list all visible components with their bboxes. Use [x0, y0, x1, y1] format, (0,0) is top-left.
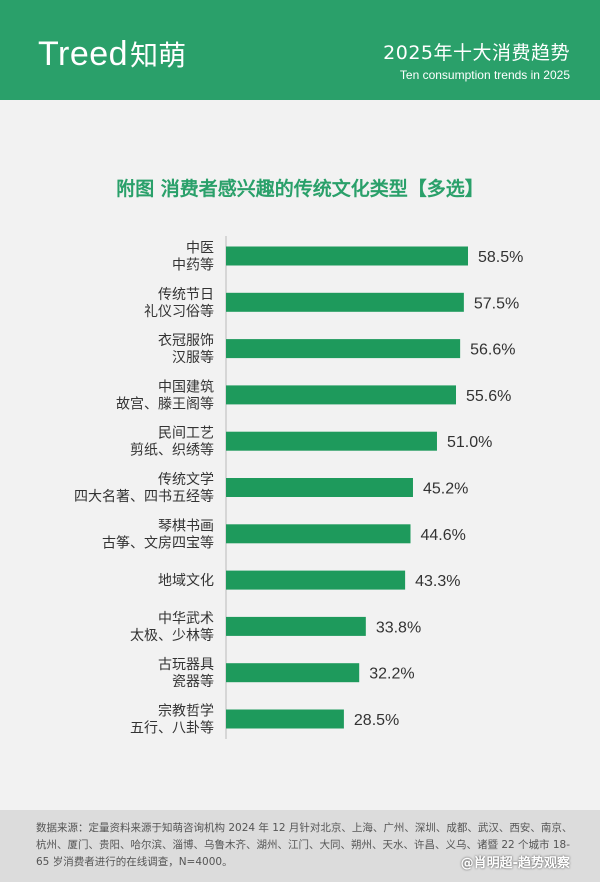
category-label-7-0: 地域文化 [158, 573, 214, 589]
category-label-4-0: 民间工艺 [158, 426, 214, 442]
author-signature: @肖明超-趋势观察 [460, 856, 570, 871]
value-label-7: 43.3% [415, 573, 460, 590]
category-label-0-0: 中医 [186, 241, 214, 257]
value-label-5: 45.2% [423, 481, 468, 498]
data-source-note: 数据来源：定量资料来源于知萌咨询机构 2024 年 12 月针对北京、上海、广州… [36, 822, 573, 868]
category-label-10-0: 宗教哲学 [158, 704, 214, 720]
value-label-6: 44.6% [420, 527, 465, 544]
value-label-8: 33.8% [376, 619, 421, 636]
category-label-1-1: 礼仪习俗等 [144, 303, 214, 320]
category-label-3-1: 故宫、滕王阁等 [116, 395, 214, 412]
bar-0 [226, 246, 468, 266]
bar-8 [226, 616, 366, 636]
category-label-5-1: 四大名著、四书五经等 [74, 488, 214, 505]
report-heading: 2025年十大消费趋势 Ten consumption trends in 20… [383, 38, 570, 82]
category-label-3-0: 中国建筑 [158, 379, 214, 395]
chart-title: 附图 消费者感兴趣的传统文化类型【多选】 [116, 178, 484, 200]
bar-7 [226, 570, 406, 590]
logo-english: Treed [38, 35, 129, 73]
category-label-5-0: 传统文学 [158, 472, 214, 488]
category-label-4-1: 剪纸、织绣等 [130, 442, 214, 459]
value-label-0: 58.5% [478, 249, 523, 266]
logo-chinese: 知萌 [130, 39, 187, 72]
value-label-4: 51.0% [447, 434, 492, 451]
bar-10 [226, 709, 344, 729]
value-label-10: 28.5% [354, 712, 399, 729]
category-label-1-0: 传统节日 [158, 287, 214, 303]
category-label-2-0: 衣冠服饰 [158, 333, 214, 349]
category-label-10-1: 五行、八卦等 [130, 720, 214, 737]
bar-1 [226, 292, 464, 312]
category-label-9-0: 古玩器具 [158, 657, 214, 673]
footer-band [0, 810, 600, 882]
bar-5 [226, 478, 413, 497]
bar-3 [226, 385, 457, 405]
brand-logo: Treed 知萌 [38, 34, 186, 74]
report-subtitle: Ten consumption trends in 2025 [399, 68, 570, 82]
report-header: Treed 知萌 2025年十大消费趋势 Ten consumption tre… [0, 0, 600, 100]
category-label-0-1: 中药等 [172, 257, 214, 274]
bar-6 [226, 524, 411, 544]
value-label-9: 32.2% [369, 666, 414, 683]
category-label-6-0: 琴棋书画 [158, 518, 214, 534]
category-label-6-1: 古筝、文房四宝等 [102, 534, 214, 551]
category-label-8-1: 太极、少林等 [130, 627, 214, 644]
category-label-2-1: 汉服等 [172, 349, 214, 366]
category-label-8-0: 中华武术 [158, 611, 214, 627]
bar-2 [226, 339, 461, 359]
bar-9 [226, 663, 360, 683]
value-label-3: 55.6% [466, 388, 511, 405]
report-title: 2025年十大消费趋势 [383, 42, 570, 64]
category-label-9-1: 瓷器等 [172, 673, 214, 690]
value-label-2: 56.6% [470, 342, 515, 359]
value-label-1: 57.5% [474, 295, 519, 312]
bar-4 [226, 431, 437, 451]
